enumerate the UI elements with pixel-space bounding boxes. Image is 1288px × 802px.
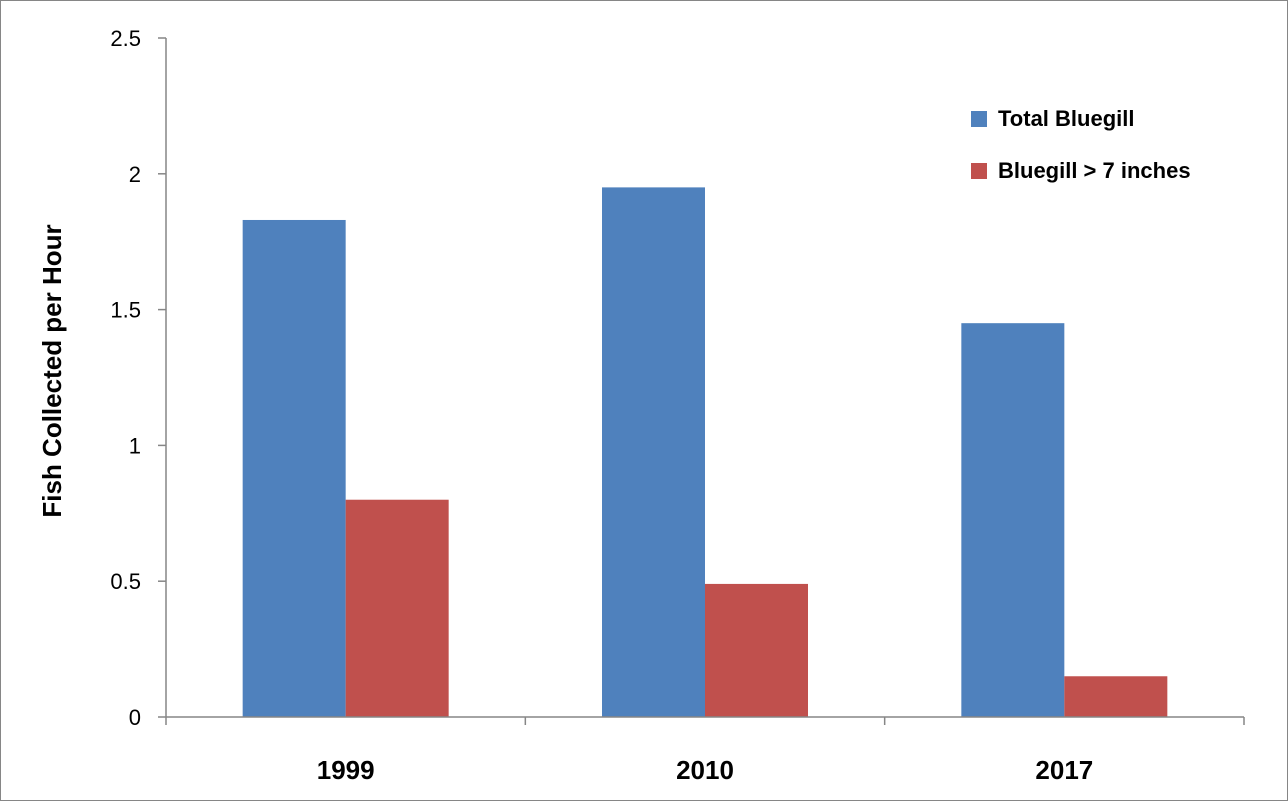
- bars-group: [242, 187, 1168, 718]
- axes-group: [158, 37, 1245, 725]
- x-category-label: 2017: [1035, 755, 1093, 785]
- bar-2010-series-1: [602, 187, 705, 717]
- y-tick-label: 1.5: [110, 298, 141, 323]
- bar-1999-series-1: [242, 219, 346, 718]
- y-tick-labels: 0 0.5 1 1.5 2 2.5: [110, 26, 141, 730]
- legend-label: Total Bluegill: [998, 106, 1134, 131]
- y-tick-label: 2.5: [110, 26, 141, 51]
- bar-1999-series-2: [345, 499, 449, 717]
- bar-2017-series-1: [961, 323, 1065, 717]
- legend-label: Bluegill > 7 inches: [998, 158, 1191, 183]
- legend-swatch: [971, 163, 987, 179]
- y-tick-label: 2: [129, 162, 141, 187]
- x-category-labels: 1999 2010 2017: [317, 755, 1094, 785]
- y-axis-title: Fish Collected per Hour: [37, 224, 67, 517]
- bar-2017-series-2: [1064, 676, 1168, 717]
- y-tick-label: 1: [129, 433, 141, 458]
- legend: Total Bluegill Bluegill > 7 inches: [971, 106, 1191, 183]
- legend-swatch: [971, 111, 987, 127]
- x-category-label: 2010: [676, 755, 734, 785]
- bar-2010-series-2: [705, 583, 808, 717]
- y-tick-label: 0.5: [110, 569, 141, 594]
- y-tick-label: 0: [129, 705, 141, 730]
- x-category-label: 1999: [317, 755, 375, 785]
